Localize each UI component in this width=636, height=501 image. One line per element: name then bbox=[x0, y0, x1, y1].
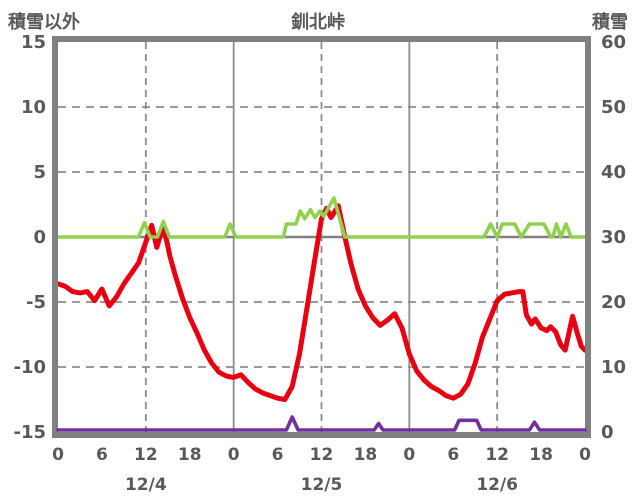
left-axis-tick-label: 0 bbox=[33, 227, 46, 248]
left-axis-tick-label: -10 bbox=[13, 357, 46, 378]
hour-tick-label: 6 bbox=[96, 445, 108, 465]
left-axis-tick-label: 15 bbox=[21, 32, 46, 53]
right-axis-tick-label: 60 bbox=[601, 32, 626, 53]
hour-tick-label: 0 bbox=[228, 445, 240, 465]
hour-tick-label: 0 bbox=[579, 445, 591, 465]
red-series-line bbox=[55, 203, 588, 402]
right-axis-tick-label: 40 bbox=[601, 162, 626, 183]
date-label: 12/5 bbox=[301, 475, 343, 495]
green-series-line bbox=[56, 196, 587, 239]
right-axis-tick-label: 10 bbox=[601, 357, 626, 378]
hour-tick-label: 12 bbox=[310, 445, 334, 465]
hour-tick-label: 18 bbox=[178, 445, 202, 465]
right-axis-tick-label: 30 bbox=[601, 227, 626, 248]
hour-tick-label: 6 bbox=[272, 445, 284, 465]
hour-tick-label: 12 bbox=[134, 445, 158, 465]
hour-tick-label: 0 bbox=[403, 445, 415, 465]
right-axis-tick-label: 20 bbox=[601, 292, 626, 313]
date-label: 12/6 bbox=[476, 475, 518, 495]
hour-tick-label: 18 bbox=[354, 445, 378, 465]
chart-title: 釧北峠 bbox=[291, 11, 345, 33]
hour-tick-label: 6 bbox=[447, 445, 459, 465]
left-axis-tick-label: -15 bbox=[13, 422, 46, 443]
plot-frame bbox=[52, 36, 591, 438]
hour-tick-label: 18 bbox=[529, 445, 553, 465]
right-axis-tick-label: 0 bbox=[601, 422, 614, 443]
left-axis-tick-label: 10 bbox=[21, 97, 46, 118]
hour-tick-label: 0 bbox=[52, 445, 64, 465]
left-axis-title: 積雪以外 bbox=[7, 11, 80, 33]
date-label: 12/4 bbox=[125, 475, 167, 495]
right-axis-title: 積雪 bbox=[591, 11, 628, 33]
left-axis-tick-label: 5 bbox=[33, 162, 46, 183]
right-axis-tick-label: 50 bbox=[601, 97, 626, 118]
hour-tick-label: 12 bbox=[485, 445, 509, 465]
left-axis-tick-label: -5 bbox=[26, 292, 46, 313]
purple-series-line bbox=[56, 415, 587, 432]
